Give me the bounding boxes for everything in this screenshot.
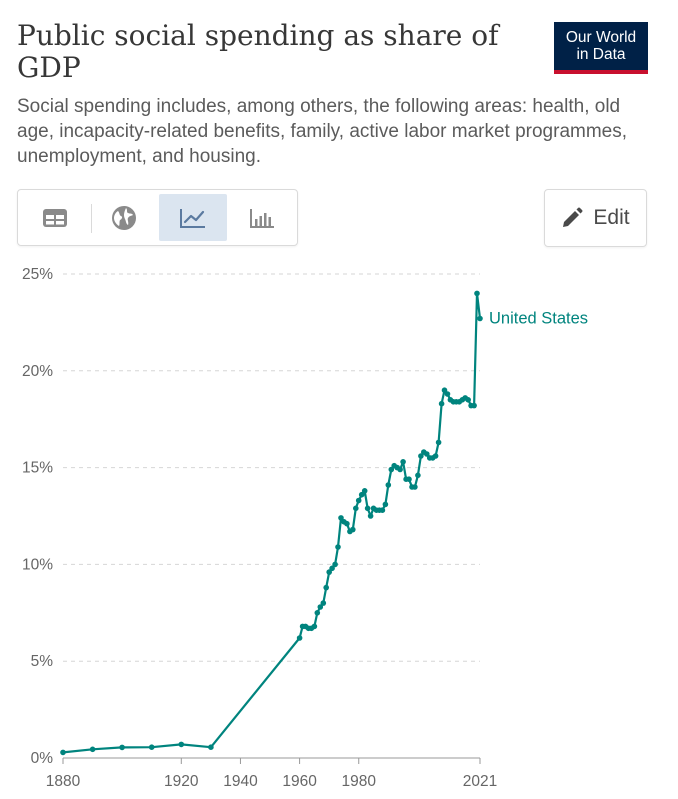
bar-chart-icon (250, 208, 274, 228)
data-point[interactable] (296, 635, 303, 641)
y-tick-label: 25% (22, 266, 53, 283)
edit-label: Edit (593, 206, 630, 229)
data-point[interactable] (335, 544, 341, 550)
edit-button[interactable]: Edit (544, 189, 647, 247)
x-tick-label: 1880 (46, 773, 81, 790)
data-point[interactable] (314, 610, 321, 616)
data-point[interactable] (444, 391, 451, 397)
series-line[interactable] (62, 292, 482, 754)
line-chart-icon (180, 208, 205, 228)
pencil-icon (563, 207, 583, 227)
data-point[interactable] (326, 569, 333, 575)
data-point[interactable] (432, 453, 439, 459)
data-point[interactable] (471, 402, 477, 409)
data-point[interactable] (379, 507, 386, 513)
data-point[interactable] (178, 741, 185, 748)
chart-title: Public social spending as share of GDP (17, 19, 499, 84)
series-label[interactable]: United States (489, 310, 588, 328)
grid-lines (63, 273, 480, 662)
data-point[interactable] (441, 387, 448, 393)
data-point[interactable] (355, 497, 362, 504)
data-point[interactable] (385, 482, 392, 488)
table-view-button[interactable] (21, 194, 89, 241)
logo-accent-bar (554, 70, 648, 74)
bar-chart-view-button[interactable] (228, 194, 296, 241)
data-point[interactable] (400, 459, 406, 465)
x-tick-label: 1980 (342, 773, 377, 790)
x-tick-label: 1940 (223, 773, 258, 790)
y-tick-label: 5% (31, 653, 54, 670)
chart-subtitle: Social spending includes, among others, … (17, 96, 628, 167)
data-point[interactable] (364, 505, 371, 512)
data-point[interactable] (415, 472, 421, 479)
logo-line1: Our World (565, 29, 637, 46)
data-point[interactable] (438, 400, 445, 407)
data-point[interactable] (148, 744, 155, 750)
data-point[interactable] (350, 526, 356, 533)
data-point[interactable] (332, 561, 338, 568)
data-point[interactable] (406, 476, 412, 482)
line-chart[interactable]: 0% 5% 10% 15% 20% 25% 1880 1920 1940 1960 1980 202… (0, 255, 678, 799)
x-tick-label: 2021 (463, 773, 497, 790)
map-view-button[interactable] (90, 194, 158, 241)
data-point[interactable] (382, 501, 389, 508)
chart-view-toolbar (17, 189, 298, 246)
data-point[interactable] (317, 604, 324, 610)
data-point[interactable] (418, 453, 424, 459)
y-tick-label: 10% (22, 556, 53, 573)
data-point[interactable] (119, 744, 125, 751)
data-point[interactable] (329, 565, 335, 572)
y-tick-label: 20% (22, 363, 53, 380)
data-point[interactable] (477, 315, 483, 322)
data-point[interactable] (397, 466, 403, 473)
data-point[interactable] (435, 439, 442, 446)
y-axis-ticks: 0% 5% 10% 15% 20% 25% (22, 266, 53, 767)
data-point[interactable] (89, 746, 96, 753)
data-point[interactable] (60, 749, 66, 756)
table-icon (43, 208, 67, 227)
y-tick-label: 15% (22, 460, 53, 477)
y-tick-label: 0% (31, 750, 54, 767)
data-point[interactable] (208, 744, 214, 750)
data-point[interactable] (323, 584, 330, 591)
owid-logo[interactable]: Our World in Data (554, 22, 648, 74)
data-point[interactable] (353, 505, 359, 512)
data-point[interactable] (361, 488, 368, 494)
toolbar-separator (91, 204, 92, 233)
data-point[interactable] (388, 466, 395, 473)
data-point[interactable] (424, 451, 430, 457)
x-axis: 1880 1920 1940 1960 1980 2021 (46, 757, 497, 790)
data-point[interactable] (465, 397, 472, 403)
data-point[interactable] (338, 515, 344, 521)
data-point[interactable] (358, 491, 365, 498)
x-tick-label: 1920 (164, 773, 199, 790)
data-point[interactable] (320, 600, 327, 606)
data-point[interactable] (311, 623, 318, 630)
data-point[interactable] (367, 513, 374, 519)
data-point[interactable] (344, 520, 350, 527)
x-tick-label: 1960 (282, 773, 317, 790)
logo-line2: in Data (576, 46, 626, 63)
data-point[interactable] (412, 484, 418, 490)
line-chart-view-button[interactable] (159, 194, 227, 241)
data-point[interactable] (474, 290, 480, 297)
globe-icon (112, 205, 136, 230)
series-layer[interactable]: United States (60, 290, 588, 756)
